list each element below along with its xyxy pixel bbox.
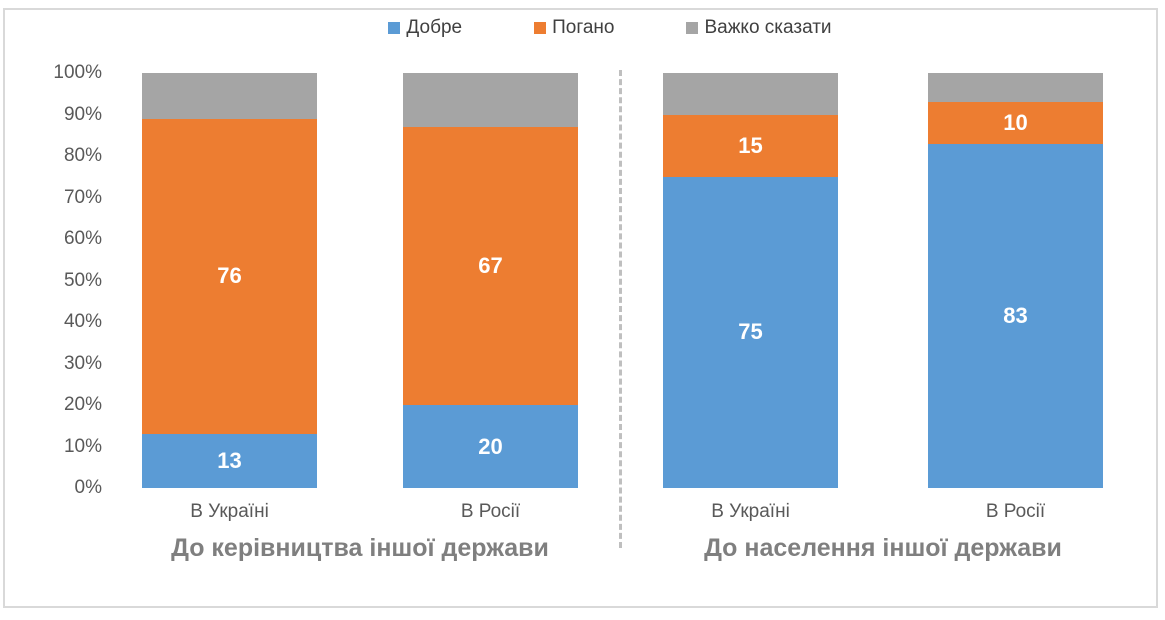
bar-value-label: 67 <box>478 252 503 278</box>
y-axis-tick: 70% <box>63 186 102 208</box>
category-label: В Україні <box>711 501 790 522</box>
bar-segment-Погано: 67 <box>403 126 578 405</box>
legend: Добре Погано Важко сказати <box>0 17 1165 39</box>
bar-population-ukraine: 75 15 <box>663 73 838 488</box>
bar-segment-Добре: 13 <box>142 434 317 488</box>
bar-segment-Погано: 15 <box>663 114 838 177</box>
legend-swatch-dobre-icon <box>388 22 401 34</box>
group-divider <box>619 70 622 548</box>
bar-segment-Добре: 75 <box>663 176 838 488</box>
bar-value-label: 75 <box>738 319 763 345</box>
legend-label-pohano: Погано <box>552 17 615 38</box>
bar-population-russia: 83 10 <box>928 73 1103 488</box>
category-label: В Україні <box>190 501 269 522</box>
legend-label-dobre: Добре <box>406 17 463 38</box>
y-axis-tick: 50% <box>63 269 102 291</box>
y-axis-tick: 60% <box>63 228 102 249</box>
y-axis-tick: 30% <box>63 352 102 374</box>
legend-item-dobre: Добре <box>388 17 462 39</box>
bar-value-label: 10 <box>1003 109 1028 135</box>
bar-value-label: 76 <box>217 263 242 289</box>
bar-leadership-ukraine: 13 76 <box>142 73 317 488</box>
category-label: В Росії <box>985 501 1046 522</box>
y-axis-tick: 20% <box>63 394 102 415</box>
y-axis-tick: 100% <box>53 62 102 83</box>
bar-segment-Погано: 76 <box>142 118 317 435</box>
bar-value-label: 13 <box>217 448 242 474</box>
bar-segment-Погано: 10 <box>928 102 1103 144</box>
legend-label-vazhko: Важко сказати <box>704 17 832 38</box>
category-label: В Росії <box>460 501 521 522</box>
group-title-population: До населення іншої держави <box>704 534 1062 562</box>
group-title-leadership: До керівництва іншої держави <box>171 534 549 562</box>
legend-swatch-vazhko-icon <box>686 22 699 34</box>
bar-segment-Добре: 83 <box>928 143 1103 488</box>
y-axis-tick: 0% <box>74 477 102 498</box>
bar-segment-Добре: 20 <box>403 405 578 488</box>
legend-swatch-pohano-icon <box>534 22 547 34</box>
legend-item-vazhko: Важко сказати <box>686 17 832 39</box>
bar-segment-Важко сказати <box>928 73 1103 103</box>
bar-segment-Важко сказати <box>142 73 317 119</box>
bar-value-label: 15 <box>738 132 763 158</box>
y-axis-tick: 90% <box>63 103 102 125</box>
y-axis-tick: 40% <box>63 311 102 332</box>
y-axis-tick: 10% <box>63 435 102 457</box>
bar-value-label: 20 <box>478 433 503 459</box>
bar-value-label: 83 <box>1003 302 1028 328</box>
bar-segment-Важко сказати <box>663 73 838 115</box>
bar-segment-Важко сказати <box>403 73 578 127</box>
legend-item-pohano: Погано <box>534 17 614 39</box>
y-axis-tick: 80% <box>63 145 102 166</box>
bar-leadership-russia: 20 67 <box>403 73 578 488</box>
